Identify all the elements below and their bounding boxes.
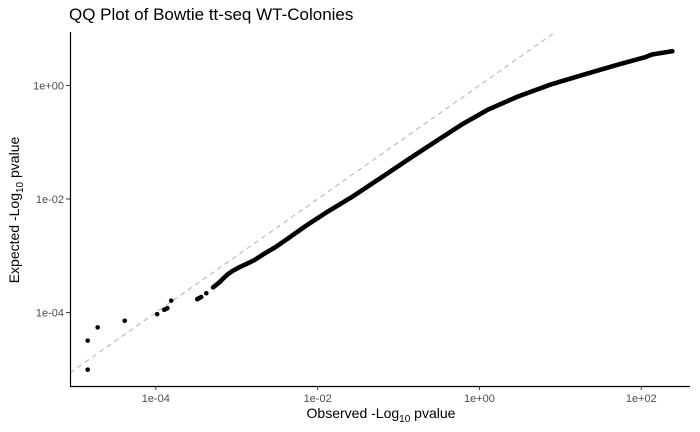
- data-point: [168, 298, 174, 303]
- y-tick-label: 1e-04: [36, 308, 64, 320]
- curve-point: [668, 49, 674, 54]
- chart-title: QQ Plot of Bowtie tt-seq WT-Colonies: [69, 5, 353, 24]
- data-point: [204, 290, 209, 296]
- curve-point: [163, 306, 169, 312]
- reference-line: [69, 31, 556, 374]
- data-point: [122, 318, 128, 324]
- x-axis-title: Observed -Log10 pvalue: [307, 405, 456, 425]
- x-tick-label: 1e+00: [464, 393, 495, 405]
- data-point: [85, 338, 91, 343]
- y-axis-title-tail: pvalue: [6, 137, 22, 182]
- x-tick-label: 1e-04: [142, 393, 170, 405]
- x-axis-title-tail: pvalue: [410, 405, 455, 421]
- data-point: [95, 325, 100, 330]
- x-axis-ticks: 1e-04 1e-02 1e+00 1e+02: [142, 386, 657, 405]
- x-axis-title-main: Observed -Log: [307, 405, 400, 421]
- data-point: [154, 311, 160, 317]
- y-axis-title: Expected -Log10 pvalue: [6, 137, 26, 284]
- x-axis-title-subscript: 10: [399, 414, 411, 425]
- y-tick-label: 1e-02: [36, 194, 64, 206]
- x-tick-label: 1e-02: [304, 393, 332, 405]
- x-tick-label: 1e+02: [626, 393, 657, 405]
- y-tick-label: 1e+00: [33, 80, 64, 92]
- y-axis-title-main: Expected -Log: [6, 193, 22, 283]
- y-axis-ticks: 1e-04 1e-02 1e+00: [33, 80, 70, 320]
- y-axis-title-subscript: 10: [15, 181, 26, 193]
- points-layer: [85, 48, 675, 372]
- curve-point: [197, 295, 203, 301]
- data-point: [85, 367, 91, 372]
